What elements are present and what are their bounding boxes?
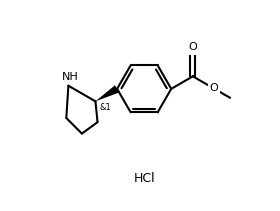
Polygon shape (95, 85, 119, 101)
Text: NH: NH (62, 72, 79, 82)
Text: HCl: HCl (133, 172, 155, 185)
Text: O: O (209, 83, 218, 93)
Text: O: O (188, 42, 197, 52)
Text: &1: &1 (99, 103, 111, 112)
